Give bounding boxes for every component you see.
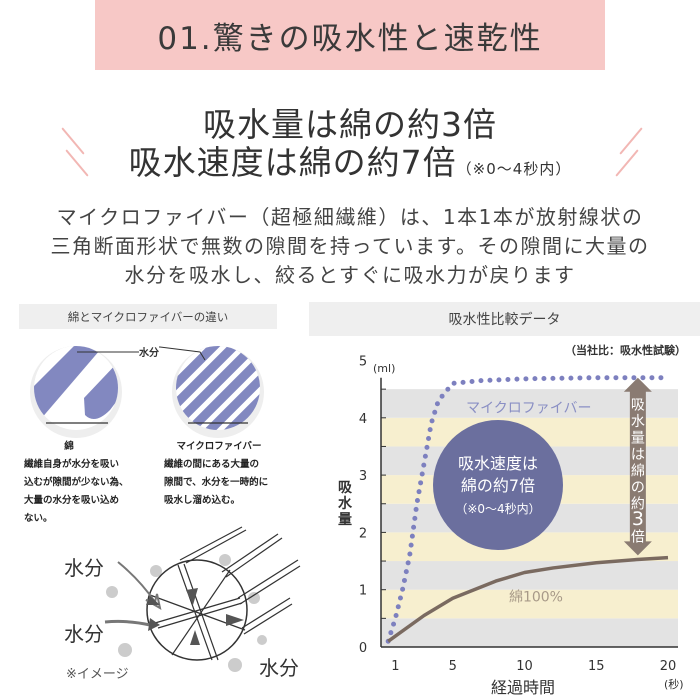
section-banner: 01.驚きの吸水性と速乾性 xyxy=(95,0,605,70)
series-cotton-line xyxy=(387,555,669,643)
arrow-callout-char: 綿 xyxy=(631,464,645,480)
y-tick-label: 4 xyxy=(359,412,367,427)
arrow-callout-char: は xyxy=(631,447,645,463)
chart-source-note: （当社比：吸水性試験） xyxy=(565,344,686,357)
description-line: マイクロファイバー（超極細繊維）は、1本1本が放射線状の xyxy=(56,205,644,229)
caption-line: ない。 xyxy=(24,513,53,524)
double-arrow-icon xyxy=(623,377,652,556)
arrow-callout-char: の xyxy=(631,480,645,496)
caption-line: 込むが隙間が少ない為、 xyxy=(24,477,129,488)
headline-speed: 吸水速度は綿の約7倍（※0～4秒内） xyxy=(0,136,700,184)
cotton-caption-title: 綿 xyxy=(64,441,74,452)
microfiber-caption-title: マイクロファイバー xyxy=(176,441,262,452)
x-tick-label: 5 xyxy=(449,659,457,674)
arrow-callout-char: 水 xyxy=(631,414,645,430)
arrow-callout-char: 倍 xyxy=(631,530,645,546)
background-band xyxy=(381,561,678,590)
absorption-illustration xyxy=(104,526,301,672)
speed-callout-text: （※0～4秒内） xyxy=(455,502,540,516)
y-tick-label: 0 xyxy=(359,641,367,656)
y-tick-label: 2 xyxy=(359,526,367,541)
arrow-callout-char: 吸 xyxy=(631,398,645,414)
speed-callout-text: 綿の約7倍 xyxy=(461,476,535,495)
description-line: 三角断面形状で無数の隙間を持っています。その隙間に大量の xyxy=(50,234,650,258)
fiber-diagram xyxy=(30,346,264,438)
background-band xyxy=(381,389,678,418)
illustration-water-label: 水分 xyxy=(64,556,104,580)
x-tick-label: 15 xyxy=(588,659,605,674)
image-note: ※イメージ xyxy=(66,667,129,682)
x-axis-label: 経過時間 xyxy=(491,678,556,697)
headline-speed-note: （※0～4秒内） xyxy=(456,160,572,178)
microfiber-fiber-icon xyxy=(172,346,264,438)
x-tick-label: 20 xyxy=(660,659,677,674)
comparison-header-text: 綿とマイクロファイバーの違い xyxy=(67,309,229,324)
banner-title: 01.驚きの吸水性と速乾性 xyxy=(157,20,543,57)
series-label-cotton: 綿100% xyxy=(509,589,563,605)
x-unit: (秒) xyxy=(664,678,684,691)
background-band xyxy=(381,618,678,647)
x-tick-label: 10 xyxy=(516,659,533,674)
series-microfiber-line xyxy=(385,375,671,644)
illustration-water-label: 水分 xyxy=(259,656,299,680)
description-line: 水分を吸水し、絞るとすぐに吸水力が戻ります xyxy=(124,263,576,287)
y-axis-label: 吸水量 xyxy=(338,480,352,528)
caption-line: 繊維自身が水分を吸い xyxy=(24,459,120,470)
speed-callout-circle xyxy=(433,420,563,550)
y-tick-label: 5 xyxy=(359,355,367,370)
caption-line: 隙間で、水分を一時的に xyxy=(164,477,269,488)
water-label: 水分 xyxy=(139,344,159,359)
chart-title: 吸水性比較データ xyxy=(448,312,561,328)
arrow-callout-char: 量 xyxy=(631,431,645,447)
headline-speed-text: 吸水速度は綿の約7倍 xyxy=(128,143,457,182)
caption-line: 吸水し溜め込む。 xyxy=(164,495,241,506)
y-unit: (ml) xyxy=(373,362,396,375)
headline-amount: 吸水量は綿の約3倍 xyxy=(203,105,497,144)
description: マイクロファイバー（超極細繊維）は、1本1本が放射線状の 三角断面形状で無数の隙… xyxy=(0,203,700,290)
microfiber-caption: マイクロファイバー 繊維の間にある大量の 隙間で、水分を一時的に 吸水し溜め込む… xyxy=(164,438,284,510)
cotton-caption: 綿 繊維自身が水分を吸い 込むが隙間が少ない為、 大量の水分を吸い込め ない。 xyxy=(24,438,134,528)
cotton-fiber-icon xyxy=(30,346,122,438)
illustration-water-label: 水分 xyxy=(64,622,104,646)
x-tick-label: 1 xyxy=(391,659,399,674)
chart-header: 吸水性比較データ xyxy=(309,302,700,336)
comparison-header: 綿とマイクロファイバーの違い xyxy=(19,304,277,329)
y-tick-label: 1 xyxy=(359,584,367,599)
arrow-callout-char: 約 xyxy=(631,497,645,513)
caption-line: 大量の水分を吸い込め xyxy=(24,495,120,506)
y-tick-label: 3 xyxy=(359,469,367,484)
speed-callout-text: 吸水速度は xyxy=(458,454,538,473)
caption-line: 繊維の間にある大量の xyxy=(164,459,260,470)
series-label-microfiber: マイクロファイバー xyxy=(466,400,591,416)
arrow-callout-char: 3 xyxy=(632,508,644,530)
